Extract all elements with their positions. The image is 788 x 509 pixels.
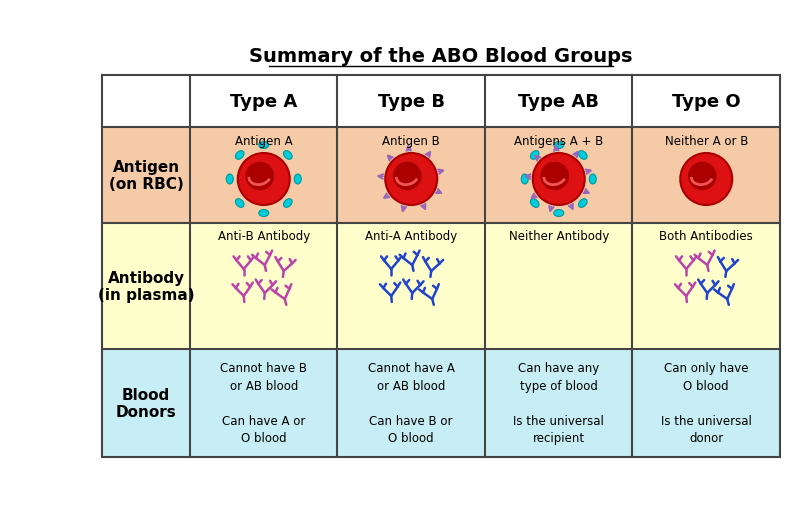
Bar (102, 76, 780, 128)
Circle shape (680, 154, 732, 206)
Text: Blood
Donors: Blood Donors (116, 387, 177, 419)
Ellipse shape (554, 142, 563, 149)
Bar (102, 349, 780, 457)
Text: Antigen
(on RBC): Antigen (on RBC) (109, 159, 184, 192)
Circle shape (533, 154, 585, 206)
Text: Cannot have B
or AB blood

Can have A or
O blood: Cannot have B or AB blood Can have A or … (221, 362, 307, 445)
Text: Type O: Type O (672, 93, 741, 111)
Text: Neither A or B: Neither A or B (664, 135, 748, 148)
Text: Antibody
(in plasma): Antibody (in plasma) (98, 270, 195, 303)
Ellipse shape (530, 200, 539, 208)
Text: Neither Antibody: Neither Antibody (508, 230, 609, 242)
Ellipse shape (226, 175, 233, 185)
Ellipse shape (258, 210, 269, 217)
Text: Both Antibodies: Both Antibodies (660, 230, 753, 242)
Text: Antigen A: Antigen A (235, 135, 292, 148)
Circle shape (393, 162, 422, 191)
Text: Antigens A + B: Antigens A + B (514, 135, 604, 148)
Ellipse shape (578, 151, 587, 160)
Circle shape (688, 162, 716, 191)
Ellipse shape (284, 200, 292, 208)
Ellipse shape (294, 175, 301, 185)
Circle shape (245, 162, 274, 191)
Ellipse shape (589, 175, 597, 185)
Text: Anti-B Antibody: Anti-B Antibody (217, 230, 310, 242)
Text: Summary of the ABO Blood Groups: Summary of the ABO Blood Groups (249, 46, 633, 65)
Text: Type B: Type B (377, 93, 444, 111)
Text: Antigen B: Antigen B (382, 135, 440, 148)
Ellipse shape (521, 175, 528, 185)
Ellipse shape (258, 142, 269, 149)
Bar (102, 76, 780, 457)
Circle shape (385, 154, 437, 206)
Ellipse shape (578, 200, 587, 208)
Text: Anti-A Antibody: Anti-A Antibody (365, 230, 457, 242)
Ellipse shape (236, 200, 244, 208)
Ellipse shape (530, 151, 539, 160)
Ellipse shape (554, 210, 563, 217)
Circle shape (541, 162, 569, 191)
Text: Can have any
type of blood

Is the universal
recipient: Can have any type of blood Is the univer… (513, 362, 604, 445)
Ellipse shape (284, 151, 292, 160)
Text: Type A: Type A (230, 93, 297, 111)
Bar (102, 223, 780, 349)
Text: Cannot have A
or AB blood

Can have B or
O blood: Cannot have A or AB blood Can have B or … (368, 362, 455, 445)
Text: Can only have
O blood

Is the universal
donor: Can only have O blood Is the universal d… (661, 362, 752, 445)
Text: Type AB: Type AB (519, 93, 599, 111)
Bar (102, 128, 780, 223)
Ellipse shape (236, 151, 244, 160)
Circle shape (238, 154, 290, 206)
